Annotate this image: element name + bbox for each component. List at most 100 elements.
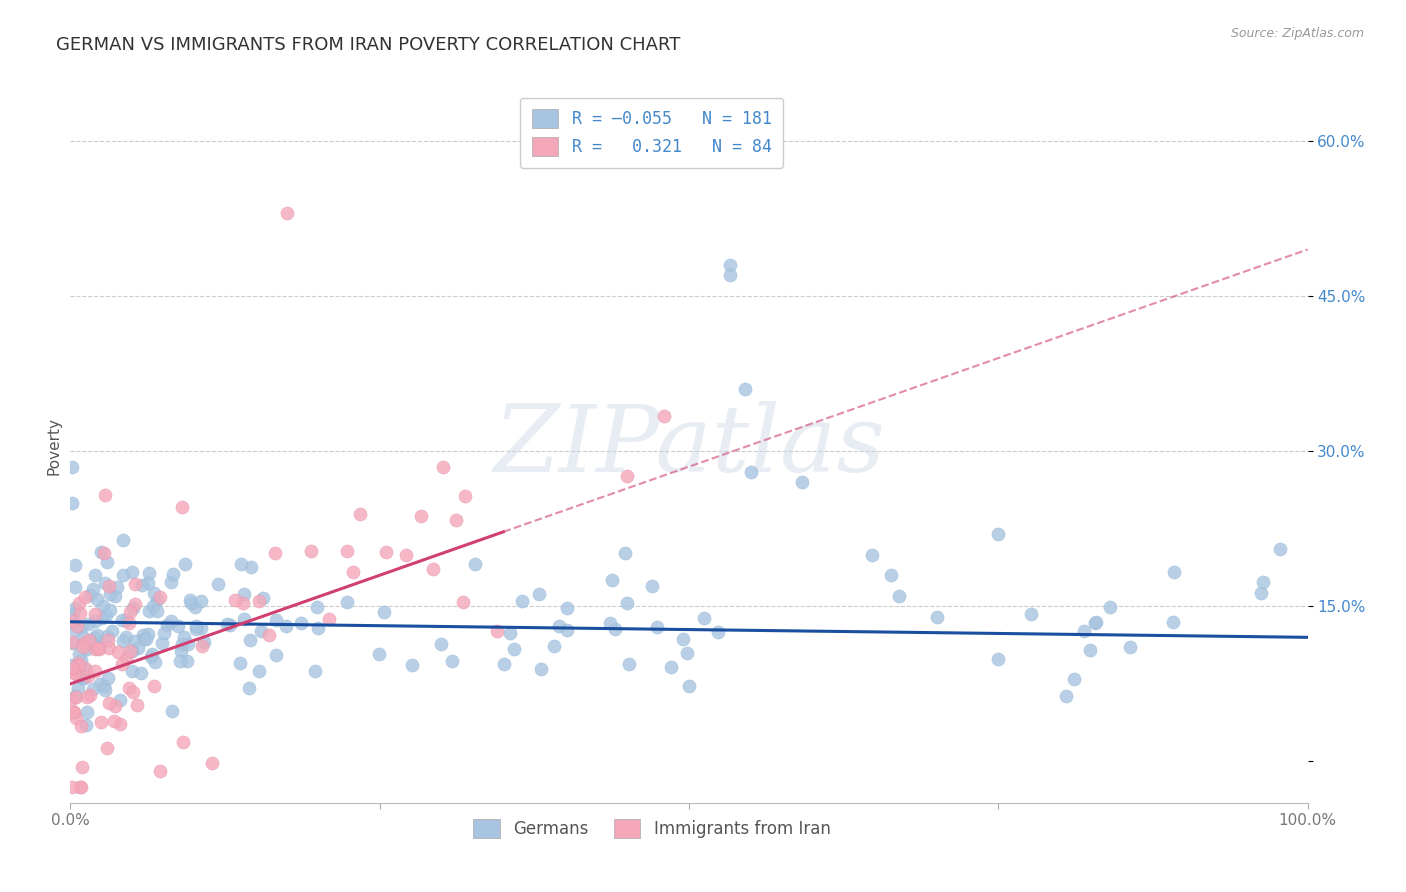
Point [121,644,143,658]
Point [678,679,700,693]
Point [73,636,96,650]
Point [395,548,418,562]
Point [145,593,167,607]
Point [430,637,453,651]
Point [91,611,114,625]
Point [512,593,534,607]
Point [1078,643,1101,657]
Point [207,577,229,591]
Point [122,685,145,699]
Point [172,735,194,749]
Point [121,665,143,679]
Point [69,780,91,795]
Point [132,632,155,647]
Point [136,576,159,591]
Point [422,562,444,576]
Point [1063,672,1085,686]
Point [135,632,157,646]
Point [90,715,112,730]
Point [115,613,138,627]
Point [1084,615,1107,630]
Point [86,628,108,642]
Point [186,619,208,633]
Point [232,587,254,601]
Point [70,780,93,795]
Point [93,546,115,560]
Point [740,465,762,479]
Point [76,636,98,650]
Point [652,409,675,423]
Point [67,657,90,671]
Point [250,624,273,638]
Point [193,634,215,648]
Point [60,658,83,673]
Point [453,489,475,503]
Point [401,658,423,673]
Point [247,664,270,678]
Point [166,619,188,633]
Point [117,615,139,630]
Point [75,663,97,677]
Point [96,608,118,623]
Point [232,596,254,610]
Point [149,590,172,604]
Point [87,640,110,655]
Point [72,671,94,685]
Point [105,580,128,594]
Point [138,627,160,641]
Point [616,468,638,483]
Point [159,575,181,590]
Point [141,647,163,661]
Point [451,595,474,609]
Point [76,706,98,720]
Point [862,548,884,562]
Point [66,661,89,675]
Point [65,690,87,704]
Point [93,599,115,613]
Point [146,604,169,618]
Text: ZIPatlas: ZIPatlas [494,401,884,491]
Point [155,618,177,632]
Point [60,636,83,650]
Point [103,714,125,728]
Point [129,666,152,681]
Point [179,593,201,607]
Point [72,640,94,654]
Point [790,475,813,490]
Point [60,635,83,649]
Point [60,615,83,629]
Point [492,657,515,671]
Point [555,600,578,615]
Point [97,633,120,648]
Point [118,605,141,619]
Point [229,656,252,670]
Point [304,664,326,678]
Point [153,626,176,640]
Point [83,632,105,646]
Point [89,640,111,655]
Point [60,459,83,474]
Point [72,760,94,774]
Point [184,599,207,614]
Point [217,616,239,631]
Point [87,642,110,657]
Point [66,619,89,633]
Point [232,612,254,626]
Point [82,681,104,696]
Point [718,258,741,272]
Point [305,599,328,614]
Point [336,594,359,608]
Point [1119,640,1142,654]
Point [718,268,741,283]
Point [139,649,162,664]
Point [83,607,105,621]
Point [84,567,107,582]
Point [111,657,134,671]
Point [142,599,165,614]
Point [118,681,141,695]
Point [108,693,131,707]
Point [66,659,89,673]
Point [190,594,212,608]
Point [219,618,242,632]
Point [368,647,391,661]
